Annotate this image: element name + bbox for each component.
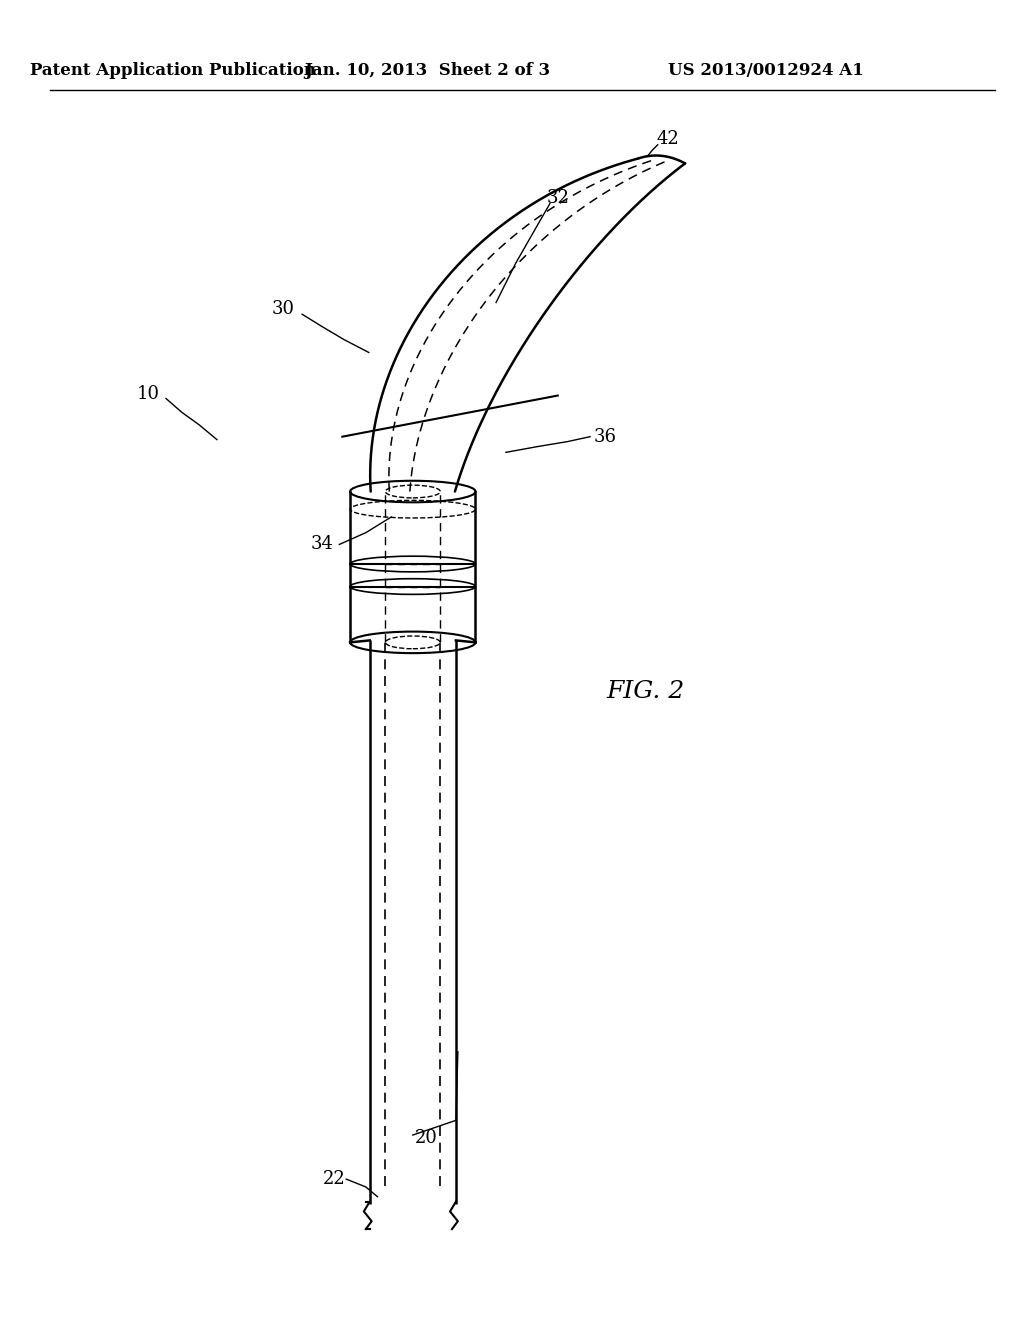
Text: 10: 10 (137, 384, 160, 403)
Text: 34: 34 (310, 536, 333, 553)
Text: Patent Application Publication: Patent Application Publication (30, 62, 315, 79)
Text: 30: 30 (272, 301, 295, 318)
Text: Jan. 10, 2013  Sheet 2 of 3: Jan. 10, 2013 Sheet 2 of 3 (304, 62, 551, 79)
Text: 32: 32 (547, 189, 569, 207)
Text: US 2013/0012924 A1: US 2013/0012924 A1 (668, 62, 863, 79)
Text: 20: 20 (415, 1129, 437, 1147)
Text: 42: 42 (656, 129, 679, 148)
Text: FIG. 2: FIG. 2 (607, 680, 685, 702)
Text: 22: 22 (324, 1170, 346, 1188)
Text: 36: 36 (593, 428, 616, 446)
